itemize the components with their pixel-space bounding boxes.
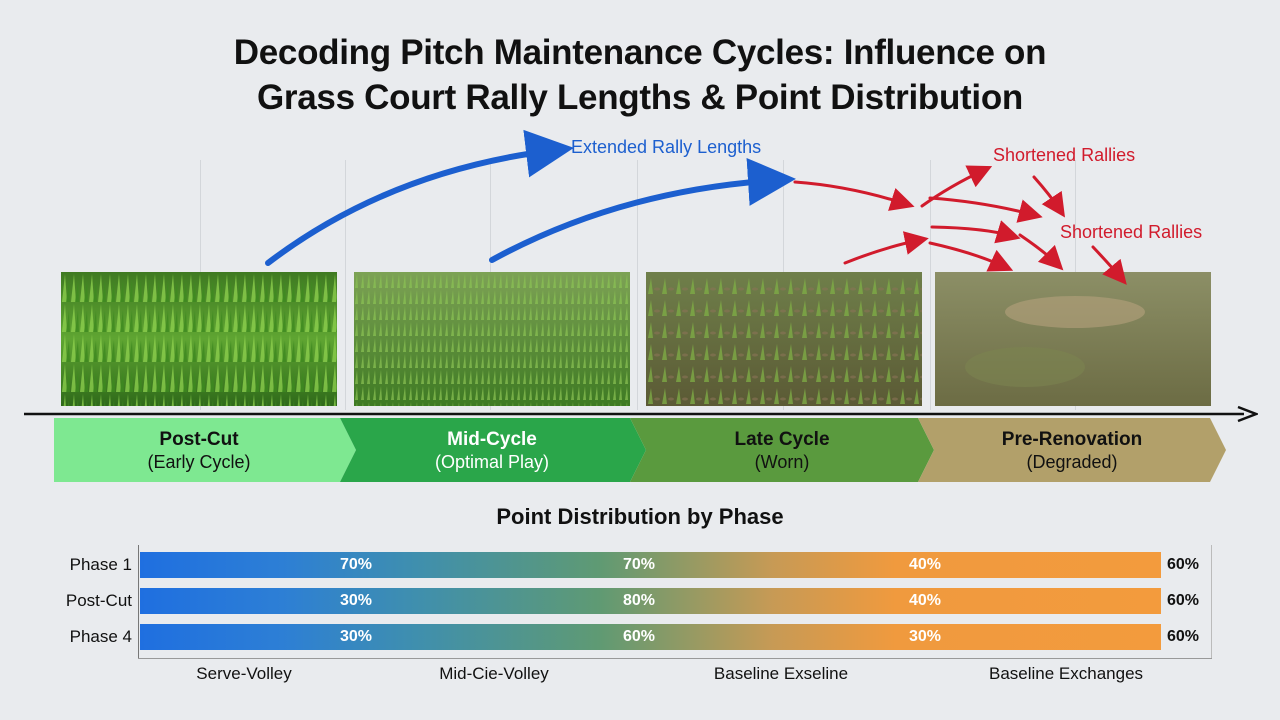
- phase-late-cycle: Late Cycle (Worn): [638, 418, 926, 482]
- red-arrow: [928, 241, 1014, 272]
- title-line-1: Decoding Pitch Maintenance Cycles: Influ…: [233, 33, 1047, 72]
- phase-name: Pre-Renovation: [1001, 428, 1143, 450]
- phase-subtitle: (Optimal Play): [434, 451, 550, 472]
- phase-name: Post-Cut: [159, 428, 239, 450]
- phase-subtitle: (Early Cycle): [147, 451, 251, 472]
- bar-value: 60%: [622, 628, 656, 645]
- row-end-value: 60%: [1167, 628, 1200, 645]
- axis-line: [138, 545, 139, 659]
- red-arrow: [1018, 233, 1064, 271]
- axis-line-right: [1211, 545, 1212, 659]
- phase-mid-cycle: Mid-Cycle (Optimal Play): [348, 418, 636, 482]
- axis-baseline: [138, 658, 1212, 659]
- row-label: Phase 4: [69, 627, 132, 646]
- turf-image-mid-cycle: [354, 272, 630, 406]
- phase-post-cut: Post-Cut (Early Cycle): [54, 418, 344, 482]
- red-arrow: [920, 165, 993, 208]
- phase-subtitle: (Worn): [754, 451, 810, 472]
- row-end-value: 60%: [1167, 592, 1200, 609]
- turf-image-late-cycle: [646, 272, 922, 406]
- row-label: Post-Cut: [65, 591, 132, 610]
- red-arrow: [930, 220, 1021, 244]
- bar-value: 30%: [339, 628, 373, 645]
- page-title: Decoding Pitch Maintenance Cycles: Influ…: [0, 30, 1280, 120]
- turf-image-post-cut: [61, 272, 337, 406]
- bar-value: 70%: [339, 556, 373, 573]
- red-arrow: [1032, 175, 1065, 218]
- category-label: Baseline Exchanges: [988, 664, 1144, 683]
- title-line-2: Grass Court Rally Lengths & Point Distri…: [257, 78, 1023, 117]
- bar-value: 40%: [908, 556, 942, 573]
- bar-value: 30%: [908, 628, 942, 645]
- bar-value: 40%: [908, 592, 942, 609]
- distribution-bar: 30% 80% 40%: [140, 588, 1161, 614]
- row-label: Phase 1: [69, 555, 132, 574]
- bar-value: 30%: [339, 592, 373, 609]
- bar-value: 80%: [622, 592, 656, 609]
- phase-name: Mid-Cycle: [447, 428, 537, 450]
- turf-image-pre-renovation: [935, 272, 1211, 406]
- annotation-shortened-rallies-2: Shortened Rallies: [1060, 222, 1203, 242]
- category-label: Mid-Cie-Volley: [439, 664, 549, 683]
- phase-name: Late Cycle: [734, 428, 830, 450]
- distribution-bar: 30% 60% 30%: [140, 624, 1161, 650]
- gridline: [930, 160, 931, 410]
- phase-pre-renovation: Pre-Renovation (Degraded): [926, 418, 1218, 482]
- category-label: Baseline Exseline: [713, 664, 849, 683]
- red-arrow: [793, 180, 915, 211]
- blue-arrow-2: [489, 157, 796, 263]
- category-label: Serve-Volley: [196, 664, 292, 683]
- blue-arrow-1: [265, 129, 574, 266]
- annotation-shortened-rallies-1: Shortened Rallies: [993, 145, 1136, 165]
- gridline: [345, 160, 346, 410]
- distribution-bar: 70% 70% 40%: [140, 552, 1161, 578]
- phase-subtitle: (Degraded): [1026, 451, 1118, 472]
- timeline-axis: [22, 404, 1258, 424]
- annotation-extended-rally: Extended Rally Lengths: [571, 137, 762, 157]
- gridline: [637, 160, 638, 410]
- point-distribution-title: Point Distribution by Phase: [496, 504, 784, 529]
- row-end-value: 60%: [1167, 556, 1200, 573]
- red-arrow: [928, 196, 1043, 223]
- bar-value: 70%: [622, 556, 656, 573]
- red-arrow: [843, 231, 929, 265]
